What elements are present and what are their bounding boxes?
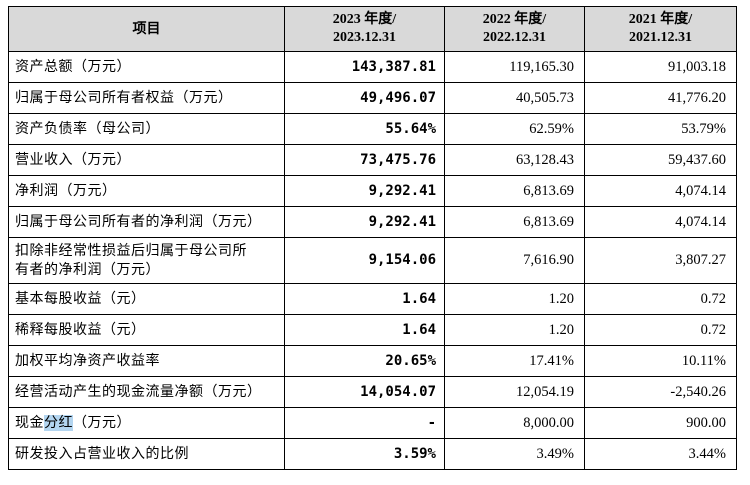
- value-2022: 12,054.19: [444, 376, 585, 408]
- value-2023: 55.64%: [284, 113, 445, 145]
- table-row: 资产负债率（母公司） 55.64% 62.59% 53.79%: [8, 113, 737, 145]
- value-2021: 900.00: [584, 407, 737, 439]
- value-2022: 8,000.00: [444, 407, 585, 439]
- value-2022: 6,813.69: [444, 206, 585, 238]
- value-2022: 3.49%: [444, 438, 585, 470]
- value-2021: 3.44%: [584, 438, 737, 470]
- table-row: 归属于母公司所有者权益（万元） 49,496.07 40,505.73 41,7…: [8, 82, 737, 114]
- value-2021: 3,807.27: [584, 237, 737, 284]
- header-2021-line1: 2021 年度/: [628, 12, 693, 27]
- header-2021: 2021 年度/ 2021.12.31: [584, 6, 737, 52]
- value-2023: 73,475.76: [284, 144, 445, 176]
- value-2021: 41,776.20: [584, 82, 737, 114]
- header-2022: 2022 年度/ 2022.12.31: [444, 6, 585, 52]
- header-2023: 2023 年度/ 2023.12.31: [284, 6, 445, 52]
- row-label-line2: 有者的净利润（万元）: [15, 261, 160, 278]
- row-label: 归属于母公司所有者权益（万元）: [8, 82, 285, 114]
- value-2023: 9,292.41: [284, 206, 445, 238]
- value-2021: 10.11%: [584, 345, 737, 377]
- value-2021: 91,003.18: [584, 51, 737, 83]
- value-2021: 4,074.14: [584, 206, 737, 238]
- table-row: 经营活动产生的现金流量净额（万元） 14,054.07 12,054.19 -2…: [8, 376, 737, 408]
- selected-text-highlight[interactable]: 分红: [44, 414, 73, 431]
- financial-table-container: 项目 2023 年度/ 2023.12.31 2022 年度/ 2022.12.…: [8, 6, 737, 470]
- value-2022: 119,165.30: [444, 51, 585, 83]
- header-row: 项目 2023 年度/ 2023.12.31 2022 年度/ 2022.12.…: [8, 6, 737, 52]
- row-label-pre[interactable]: 现金: [15, 414, 44, 431]
- table-row: 稀释每股收益（元） 1.64 1.20 0.72: [8, 314, 737, 346]
- value-2022: 7,616.90: [444, 237, 585, 284]
- value-2022: 40,505.73: [444, 82, 585, 114]
- table-row: 现金分红（万元） - 8,000.00 900.00: [8, 407, 737, 439]
- row-label: 营业收入（万元）: [8, 144, 285, 176]
- row-label: 基本每股收益（元）: [8, 283, 285, 315]
- row-label-post[interactable]: （万元）: [73, 414, 131, 431]
- row-label: 稀释每股收益（元）: [8, 314, 285, 346]
- value-2022: 1.20: [444, 314, 585, 346]
- row-label: 研发投入占营业收入的比例: [8, 438, 285, 470]
- value-2023: 1.64: [284, 283, 445, 315]
- value-2021: 53.79%: [584, 113, 737, 145]
- table-row: 基本每股收益（元） 1.64 1.20 0.72: [8, 283, 737, 315]
- table-row: 加权平均净资产收益率 20.65% 17.41% 10.11%: [8, 345, 737, 377]
- header-2022-line2: 2022.12.31: [483, 30, 546, 45]
- value-2021: 0.72: [584, 314, 737, 346]
- value-2023: 3.59%: [284, 438, 445, 470]
- value-2021: -2,540.26: [584, 376, 737, 408]
- value-2023: 143,387.81: [284, 51, 445, 83]
- row-label: 加权平均净资产收益率: [8, 345, 285, 377]
- value-2021: 4,074.14: [584, 175, 737, 207]
- value-2022: 1.20: [444, 283, 585, 315]
- table-row: 营业收入（万元） 73,475.76 63,128.43 59,437.60: [8, 144, 737, 176]
- value-2022: 17.41%: [444, 345, 585, 377]
- row-label[interactable]: 现金分红（万元）: [8, 407, 285, 439]
- table-row: 扣除非经常性损益后归属于母公司所 有者的净利润（万元） 9,154.06 7,6…: [8, 237, 737, 284]
- financial-summary-table: 项目 2023 年度/ 2023.12.31 2022 年度/ 2022.12.…: [8, 6, 737, 470]
- value-2023: 9,154.06: [284, 237, 445, 284]
- value-2022: 6,813.69: [444, 175, 585, 207]
- value-2021: 0.72: [584, 283, 737, 315]
- row-label-line1: 扣除非经常性损益后归属于母公司所: [15, 242, 247, 259]
- header-2023-line1: 2023 年度/: [332, 12, 397, 27]
- value-2022: 62.59%: [444, 113, 585, 145]
- row-label: 资产负债率（母公司）: [8, 113, 285, 145]
- value-2023: 49,496.07: [284, 82, 445, 114]
- row-label: 归属于母公司所有者的净利润（万元）: [8, 206, 285, 238]
- table-row: 归属于母公司所有者的净利润（万元） 9,292.41 6,813.69 4,07…: [8, 206, 737, 238]
- row-label: 资产总额（万元）: [8, 51, 285, 83]
- value-2023: -: [284, 407, 445, 439]
- header-2022-line1: 2022 年度/: [482, 12, 547, 27]
- row-label: 经营活动产生的现金流量净额（万元）: [8, 376, 285, 408]
- row-label: 净利润（万元）: [8, 175, 285, 207]
- header-2023-line2: 2023.12.31: [333, 30, 396, 45]
- value-2023: 14,054.07: [284, 376, 445, 408]
- header-item-text: 项目: [132, 21, 161, 37]
- value-2021: 59,437.60: [584, 144, 737, 176]
- row-label: 扣除非经常性损益后归属于母公司所 有者的净利润（万元）: [8, 237, 285, 284]
- value-2023: 1.64: [284, 314, 445, 346]
- header-2021-line2: 2021.12.31: [629, 30, 692, 45]
- value-2023: 20.65%: [284, 345, 445, 377]
- table-row: 资产总额（万元） 143,387.81 119,165.30 91,003.18: [8, 51, 737, 83]
- value-2022: 63,128.43: [444, 144, 585, 176]
- table-row: 净利润（万元） 9,292.41 6,813.69 4,074.14: [8, 175, 737, 207]
- table-row: 研发投入占营业收入的比例 3.59% 3.49% 3.44%: [8, 438, 737, 470]
- header-item: 项目: [8, 6, 285, 52]
- value-2023: 9,292.41: [284, 175, 445, 207]
